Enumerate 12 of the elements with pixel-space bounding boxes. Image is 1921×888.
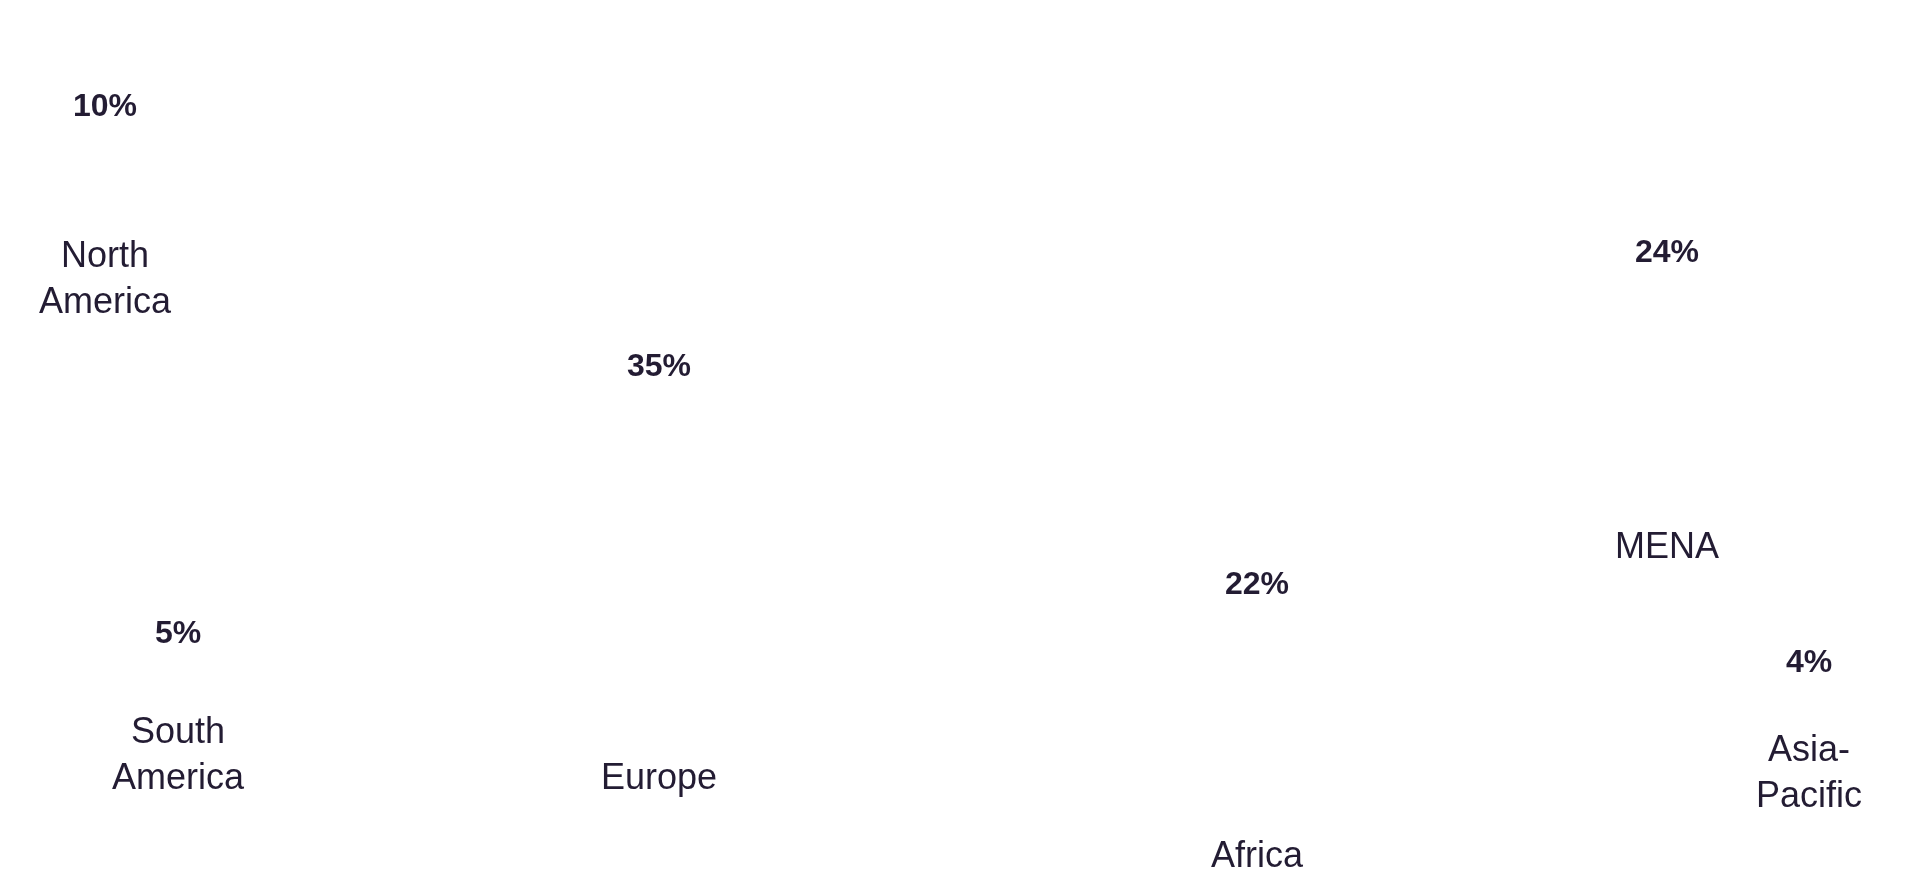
data-label: 22% [1224, 565, 1290, 602]
data-label: 4% [1785, 643, 1833, 680]
data-label: 35% [626, 347, 692, 384]
category-label: MENA [1614, 524, 1720, 566]
category-label: South America [111, 709, 245, 797]
data-label: 24% [1634, 233, 1700, 270]
data-label: 10% [72, 87, 138, 124]
category-label: North America [38, 233, 172, 321]
category-label: Europe [600, 755, 718, 797]
category-label: Asia-Pacific [1755, 727, 1863, 815]
data-label: 5% [154, 614, 202, 651]
category-label: Africa [1210, 833, 1304, 875]
